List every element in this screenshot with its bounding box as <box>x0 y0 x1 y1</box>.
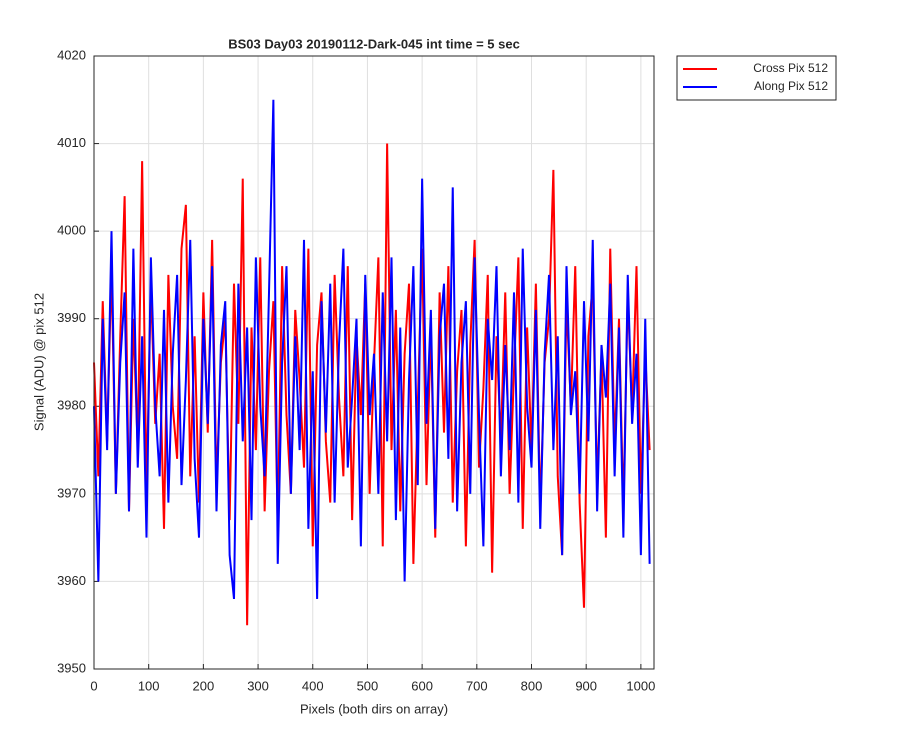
series-line <box>93 99 651 600</box>
y-tick-label: 3960 <box>57 573 86 588</box>
axes-box <box>93 55 655 670</box>
series-line <box>93 143 651 626</box>
legend-box <box>676 55 837 101</box>
legend-label: Along Pix 512 <box>754 79 828 93</box>
x-tick-label: 200 <box>193 678 215 693</box>
legend-label: Cross Pix 512 <box>753 61 828 75</box>
x-axis-label: Pixels (both dirs on array) <box>300 701 448 716</box>
y-tick-label: 3950 <box>57 660 86 675</box>
x-tick-label: 0 <box>90 678 97 693</box>
y-tick-label: 3970 <box>57 485 86 500</box>
y-tick-label: 3980 <box>57 398 86 413</box>
x-tick-label: 700 <box>466 678 488 693</box>
x-tick-label: 600 <box>411 678 433 693</box>
x-tick-label: 1000 <box>626 678 655 693</box>
y-tick-label: 4020 <box>57 47 86 62</box>
y-tick-label: 4000 <box>57 223 86 238</box>
y-tick-label: 4010 <box>57 135 86 150</box>
x-tick-label: 500 <box>357 678 379 693</box>
y-axis-label: Signal (ADU) @ pix 512 <box>31 293 46 431</box>
x-tick-label: 100 <box>138 678 160 693</box>
y-tick-label: 3990 <box>57 310 86 325</box>
x-tick-label: 800 <box>521 678 543 693</box>
x-tick-label: 300 <box>247 678 269 693</box>
x-tick-label: 900 <box>575 678 597 693</box>
x-tick-label: 400 <box>302 678 324 693</box>
chart-title: BS03 Day03 20190112-Dark-045 int time = … <box>228 36 520 51</box>
